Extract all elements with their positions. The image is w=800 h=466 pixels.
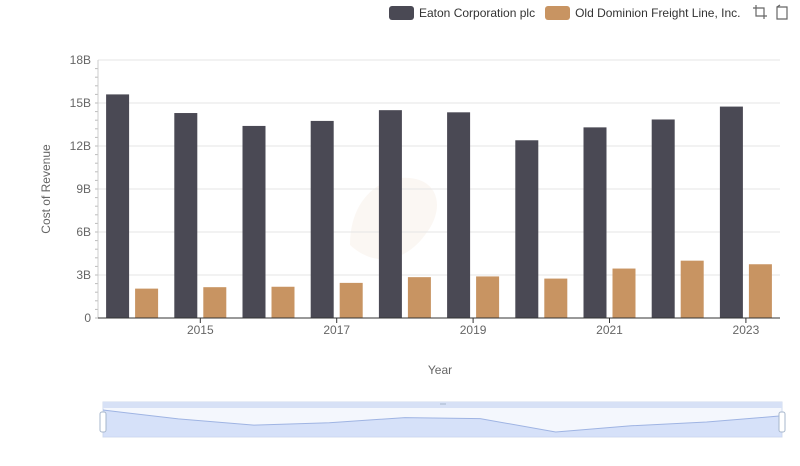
x-tick-label: 2023 bbox=[733, 323, 760, 337]
data-zoom-handle-right[interactable] bbox=[778, 411, 786, 433]
bar-eaton-2019[interactable] bbox=[447, 112, 471, 318]
bar-old-dominion-2014[interactable] bbox=[135, 288, 159, 318]
bar-old-dominion-2019[interactable] bbox=[476, 276, 500, 318]
x-tick-label: 2019 bbox=[460, 323, 487, 337]
bar-eaton-2023[interactable] bbox=[719, 106, 743, 318]
x-tick-label: 2017 bbox=[323, 323, 350, 337]
data-zoom-preview-area bbox=[103, 410, 782, 437]
legend-label-eaton: Eaton Corporation plc bbox=[419, 6, 536, 20]
legend-item-eaton[interactable]: Eaton Corporation plc bbox=[389, 6, 535, 20]
y-axis-title: Cost of Revenue bbox=[39, 144, 53, 234]
bar-old-dominion-2021[interactable] bbox=[612, 268, 636, 318]
bar-eaton-2016[interactable] bbox=[242, 125, 266, 318]
y-tick-label: 9B bbox=[76, 182, 91, 196]
bar-eaton-2018[interactable] bbox=[378, 110, 402, 319]
bar-eaton-2021[interactable] bbox=[583, 127, 607, 318]
legend-label-old-dominion: Old Dominion Freight Line, Inc. bbox=[575, 6, 741, 20]
bar-eaton-2017[interactable] bbox=[310, 120, 334, 319]
y-tick-label: 15B bbox=[70, 96, 91, 110]
bar-old-dominion-2020[interactable] bbox=[544, 278, 568, 318]
bar-eaton-2020[interactable] bbox=[515, 140, 539, 318]
legend-item-old-dominion[interactable]: Old Dominion Freight Line, Inc. bbox=[545, 6, 741, 20]
y-tick-label: 0 bbox=[84, 311, 91, 325]
bar-old-dominion-2016[interactable] bbox=[271, 286, 295, 318]
bar-old-dominion-2018[interactable] bbox=[407, 277, 431, 318]
bar-old-dominion-2015[interactable] bbox=[203, 287, 227, 318]
toolbox bbox=[746, 4, 790, 20]
restore-zoom-icon[interactable] bbox=[774, 4, 790, 20]
bar-eaton-2014[interactable] bbox=[106, 94, 130, 319]
zoom-icon[interactable] bbox=[752, 4, 768, 20]
bar-eaton-2015[interactable] bbox=[174, 113, 198, 319]
bar-old-dominion-2023[interactable] bbox=[748, 264, 772, 318]
x-axis-title: Year bbox=[428, 363, 452, 377]
y-tick-label: 18B bbox=[70, 53, 91, 67]
legend: Eaton Corporation plc Old Dominion Freig… bbox=[389, 4, 751, 22]
y-tick-label: 6B bbox=[76, 225, 91, 239]
data-zoom-handle-left[interactable] bbox=[99, 411, 107, 433]
y-tick-label: 3B bbox=[76, 268, 91, 282]
bar-eaton-2022[interactable] bbox=[651, 119, 675, 318]
legend-swatch-eaton bbox=[389, 6, 414, 20]
bar-old-dominion-2022[interactable] bbox=[680, 260, 704, 318]
legend-swatch-old-dominion bbox=[545, 6, 571, 20]
data-zoom-preview-line bbox=[102, 409, 783, 433]
y-tick-label: 12B bbox=[70, 139, 91, 153]
data-zoom-drag-bar[interactable] bbox=[103, 402, 782, 408]
x-tick-label: 2021 bbox=[596, 323, 623, 337]
bar-old-dominion-2017[interactable] bbox=[339, 282, 363, 318]
x-tick-label: 2015 bbox=[187, 323, 214, 337]
